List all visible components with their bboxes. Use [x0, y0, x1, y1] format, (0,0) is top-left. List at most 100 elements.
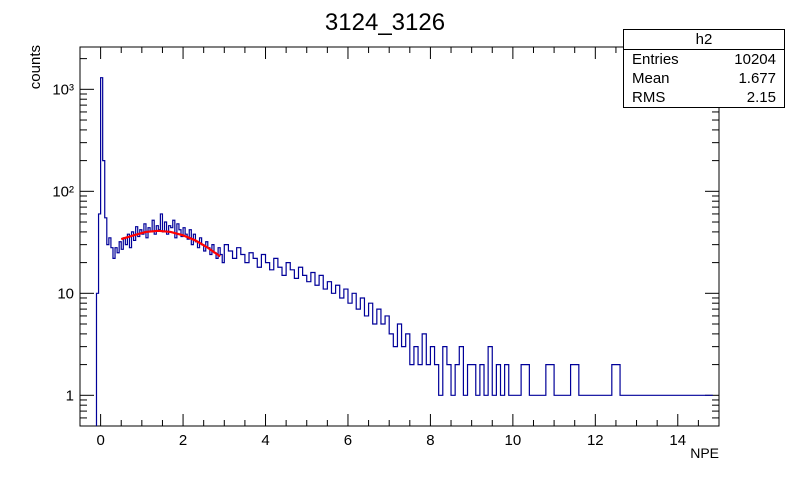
histogram-bin	[620, 395, 628, 426]
histogram-bin	[171, 228, 173, 426]
histogram-bin	[484, 395, 488, 426]
histogram-bin	[488, 347, 492, 426]
histogram-bin	[459, 347, 463, 426]
histogram-bin	[670, 395, 678, 426]
histogram-bin	[101, 78, 103, 426]
histogram-bin	[286, 263, 290, 426]
histogram-bin	[579, 395, 587, 426]
histogram-bin	[109, 238, 111, 426]
histogram-bin	[311, 272, 315, 426]
histogram-bin	[562, 395, 570, 426]
histogram-bin	[99, 214, 101, 426]
histogram-bin	[703, 395, 711, 426]
stats-value: 1.677	[738, 70, 776, 87]
stats-value: 10204	[734, 51, 776, 68]
histogram-bin	[245, 263, 249, 426]
histogram-bin	[402, 347, 406, 426]
histogram-bin	[587, 395, 595, 426]
histogram-bin	[220, 255, 222, 426]
histogram-bin	[158, 230, 160, 426]
histogram-bin	[653, 395, 661, 426]
histogram-bin	[336, 285, 340, 426]
chart-title: 3124_3126	[325, 9, 445, 36]
histogram-bin	[125, 245, 127, 426]
histogram-bin	[224, 245, 228, 426]
histogram-bin	[352, 293, 356, 426]
histogram-bin	[257, 267, 261, 426]
y-tick-label: 10³	[52, 81, 74, 98]
histogram-bin	[426, 365, 430, 426]
histogram-bin	[298, 267, 302, 426]
histogram-bin	[96, 293, 98, 426]
histogram-bin	[115, 248, 117, 426]
histogram-bin	[140, 230, 142, 426]
histogram-bin	[156, 226, 158, 426]
histogram-bin	[476, 395, 480, 426]
histogram-bin	[127, 234, 129, 426]
histogram-bin	[105, 218, 107, 426]
histogram-bin	[249, 253, 253, 426]
histogram-bin	[443, 347, 447, 426]
histogram-bin	[162, 232, 164, 426]
x-tick-label: 12	[587, 432, 604, 449]
stats-row-entries: Entries 10204	[624, 50, 784, 69]
histogram-bin	[222, 263, 224, 426]
stats-label: RMS	[632, 89, 666, 106]
stats-label: Entries	[632, 51, 679, 68]
histogram-bin	[150, 232, 152, 426]
histogram-bin	[645, 395, 653, 426]
y-tick-label: 10	[57, 285, 74, 302]
histogram-bin	[113, 258, 115, 426]
histogram-bin	[208, 248, 210, 426]
histogram-bin	[148, 228, 150, 426]
histogram-bin	[233, 258, 237, 426]
histogram-bin	[228, 251, 232, 426]
histogram-bin	[187, 239, 189, 426]
histogram-bin	[422, 334, 426, 426]
histogram-bin	[193, 234, 195, 426]
histogram-bin	[340, 298, 344, 426]
x-tick-label: 2	[179, 432, 187, 449]
histogram-bin	[377, 309, 381, 426]
histogram-bin	[637, 395, 645, 426]
histogram-bin	[381, 324, 385, 426]
stats-row-rms: RMS 2.15	[624, 88, 784, 107]
histogram-bin	[175, 238, 177, 426]
histogram-bin	[356, 309, 360, 426]
histogram-bin	[501, 395, 505, 426]
histogram-bin	[241, 255, 245, 426]
histogram-bin	[397, 324, 401, 426]
histogram-bin	[138, 237, 140, 426]
plot-frame	[79, 46, 720, 427]
histogram-bin	[278, 267, 282, 426]
stats-value: 2.15	[746, 89, 776, 106]
histogram-bin	[303, 275, 307, 426]
histogram-bin	[204, 251, 206, 426]
histogram-bin	[360, 298, 364, 426]
x-tick-label: 8	[426, 432, 434, 449]
histogram-bin	[121, 249, 123, 426]
histogram-bin	[210, 255, 212, 426]
histogram-bin	[529, 395, 537, 426]
histogram-bin	[214, 253, 216, 426]
histogram-bin	[389, 334, 393, 426]
histogram-bin	[439, 395, 443, 426]
histogram-bin	[451, 395, 455, 426]
histogram-bin	[253, 258, 257, 426]
histogram-bin	[373, 324, 377, 426]
histogram-bin	[142, 234, 144, 426]
histogram-bin	[144, 224, 146, 426]
stats-row-mean: Mean 1.677	[624, 69, 784, 88]
histogram-bin	[323, 289, 327, 426]
histogram-bin	[261, 255, 265, 426]
histogram-bin	[414, 347, 418, 426]
histogram-bin	[694, 395, 702, 426]
histogram-bin	[173, 220, 175, 426]
histogram-bin	[119, 242, 121, 426]
histogram-bin	[290, 270, 294, 426]
histogram-bin	[218, 248, 220, 426]
histogram-bin	[132, 232, 134, 426]
x-tick-label: 10	[505, 432, 522, 449]
x-axis-label: NPE	[690, 445, 719, 461]
